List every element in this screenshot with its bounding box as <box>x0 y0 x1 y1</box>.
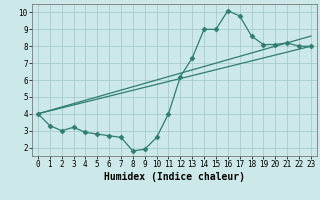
X-axis label: Humidex (Indice chaleur): Humidex (Indice chaleur) <box>104 172 245 182</box>
